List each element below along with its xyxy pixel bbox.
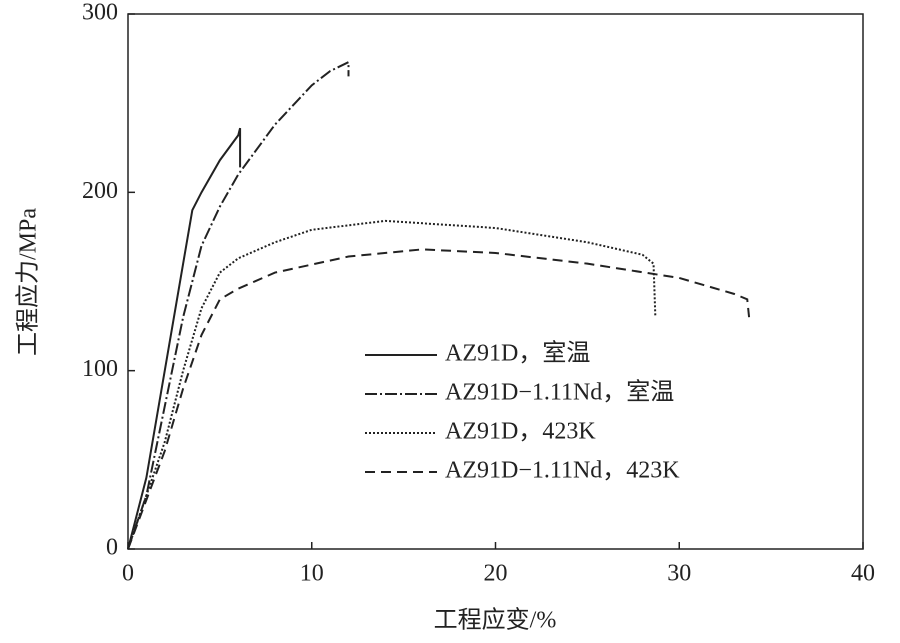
y-axis-label: 工程应力/MPa <box>15 208 42 356</box>
y-tick-label: 0 <box>106 535 118 561</box>
legend-label: AZ91D，室温 <box>445 340 590 367</box>
y-tick-label: 100 <box>82 356 118 382</box>
legend-label: AZ91D−1.11Nd，室温 <box>445 379 674 406</box>
x-tick-label: 40 <box>851 561 875 587</box>
series-line <box>127 219 657 550</box>
x-axis-label: 工程应变/% <box>434 607 557 634</box>
x-tick-label: 20 <box>484 561 508 587</box>
legend-label: AZ91D−1.11Nd，423K <box>445 458 680 484</box>
y-tick-label: 300 <box>82 0 118 26</box>
x-tick-label: 10 <box>300 561 324 587</box>
series-line <box>127 60 350 550</box>
series-line <box>127 127 242 550</box>
x-tick-label: 30 <box>667 561 691 587</box>
y-tick-label: 200 <box>82 178 118 204</box>
legend-label: AZ91D，423K <box>445 419 596 445</box>
x-tick-label: 0 <box>122 561 134 587</box>
series-line <box>127 248 751 550</box>
